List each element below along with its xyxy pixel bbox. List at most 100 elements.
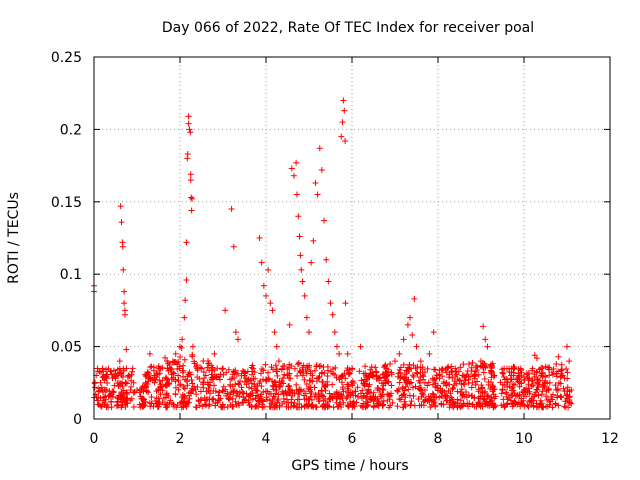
data-point xyxy=(329,311,336,318)
data-point xyxy=(123,346,130,353)
data-point xyxy=(383,365,390,372)
data-point xyxy=(288,165,295,172)
data-point xyxy=(293,159,300,166)
data-point xyxy=(116,358,123,365)
data-point xyxy=(184,151,191,158)
data-point xyxy=(117,203,124,210)
data-point xyxy=(341,107,348,114)
data-point xyxy=(568,387,575,394)
data-point xyxy=(182,297,189,304)
data-point xyxy=(121,300,128,307)
data-point xyxy=(256,235,263,241)
data-point xyxy=(301,292,308,299)
data-point xyxy=(286,321,293,328)
data-point xyxy=(258,259,265,266)
data-point xyxy=(129,365,136,372)
data-point xyxy=(460,372,467,379)
x-tick-label: 2 xyxy=(176,431,185,447)
data-point xyxy=(308,259,315,266)
data-point xyxy=(316,145,323,152)
data-point xyxy=(396,350,403,357)
data-point xyxy=(336,350,343,357)
x-tick-label: 6 xyxy=(348,431,357,447)
data-point xyxy=(127,387,134,394)
data-point xyxy=(306,329,312,336)
data-point xyxy=(331,329,338,336)
grid xyxy=(94,57,610,419)
data-point xyxy=(186,126,193,133)
x-axis: 0 2 4 6 8 10 12 xyxy=(90,57,619,447)
data-point xyxy=(267,300,274,307)
data-point xyxy=(121,311,128,318)
data-point xyxy=(482,336,489,343)
x-tick-label: 0 xyxy=(90,431,99,447)
data-point xyxy=(99,365,106,372)
data-point xyxy=(564,343,570,350)
data-point xyxy=(452,365,459,372)
data-point xyxy=(484,343,491,350)
data-point xyxy=(120,266,127,273)
data-point xyxy=(189,195,196,202)
data-point xyxy=(265,266,272,273)
y-tick-label: 0.1 xyxy=(60,267,82,283)
data-point xyxy=(181,314,188,321)
data-point xyxy=(297,252,304,259)
data-point xyxy=(298,266,305,273)
data-point xyxy=(566,358,573,365)
data-point xyxy=(508,372,515,379)
data-point xyxy=(183,239,190,246)
data-point xyxy=(559,372,566,379)
data-point xyxy=(407,314,414,321)
data-point xyxy=(400,336,407,343)
data-point xyxy=(183,276,190,283)
data-point xyxy=(177,343,183,350)
data-point xyxy=(235,336,242,343)
data-point xyxy=(435,372,441,379)
data-point xyxy=(521,387,527,394)
data-point xyxy=(338,133,345,140)
data-point xyxy=(284,372,291,379)
data-point xyxy=(164,358,171,365)
data-point xyxy=(430,329,437,336)
data-point xyxy=(179,336,186,343)
data-point xyxy=(374,387,381,394)
data-point xyxy=(108,398,115,405)
data-point xyxy=(188,207,195,214)
data-point xyxy=(342,300,349,307)
data-point xyxy=(342,137,349,144)
data-point xyxy=(112,375,119,382)
x-axis-label: GPS time / hours xyxy=(291,458,408,474)
chart-title: Day 066 of 2022, Rate Of TEC Index for r… xyxy=(162,20,534,36)
data-point xyxy=(411,295,418,302)
x-tick-label: 10 xyxy=(515,431,533,447)
data-point xyxy=(187,171,194,178)
data-point xyxy=(222,307,229,314)
data-point xyxy=(187,177,194,184)
y-axis: 0 0.05 0.1 0.15 0.2 0.25 xyxy=(51,50,610,428)
data-points xyxy=(91,97,575,411)
data-point xyxy=(185,120,192,127)
data-point xyxy=(273,343,280,350)
data-point xyxy=(318,166,325,173)
data-point xyxy=(119,243,126,250)
data-point xyxy=(295,213,302,220)
data-point xyxy=(392,358,398,365)
data-point xyxy=(312,179,319,186)
data-point xyxy=(529,365,536,372)
data-point xyxy=(426,350,433,357)
data-point xyxy=(409,332,416,339)
y-axis-label: ROTI / TECUs xyxy=(6,192,22,284)
data-point xyxy=(546,379,553,386)
data-point xyxy=(293,191,300,198)
x-tick-label: 12 xyxy=(601,431,619,447)
data-point xyxy=(296,233,303,240)
y-tick-label: 0.15 xyxy=(51,195,82,211)
data-point xyxy=(260,282,267,289)
data-point xyxy=(228,206,235,213)
data-point xyxy=(340,97,347,104)
data-point xyxy=(303,314,310,321)
data-point xyxy=(339,119,346,126)
data-point xyxy=(97,379,104,386)
data-point xyxy=(555,353,562,360)
data-point xyxy=(349,365,355,372)
